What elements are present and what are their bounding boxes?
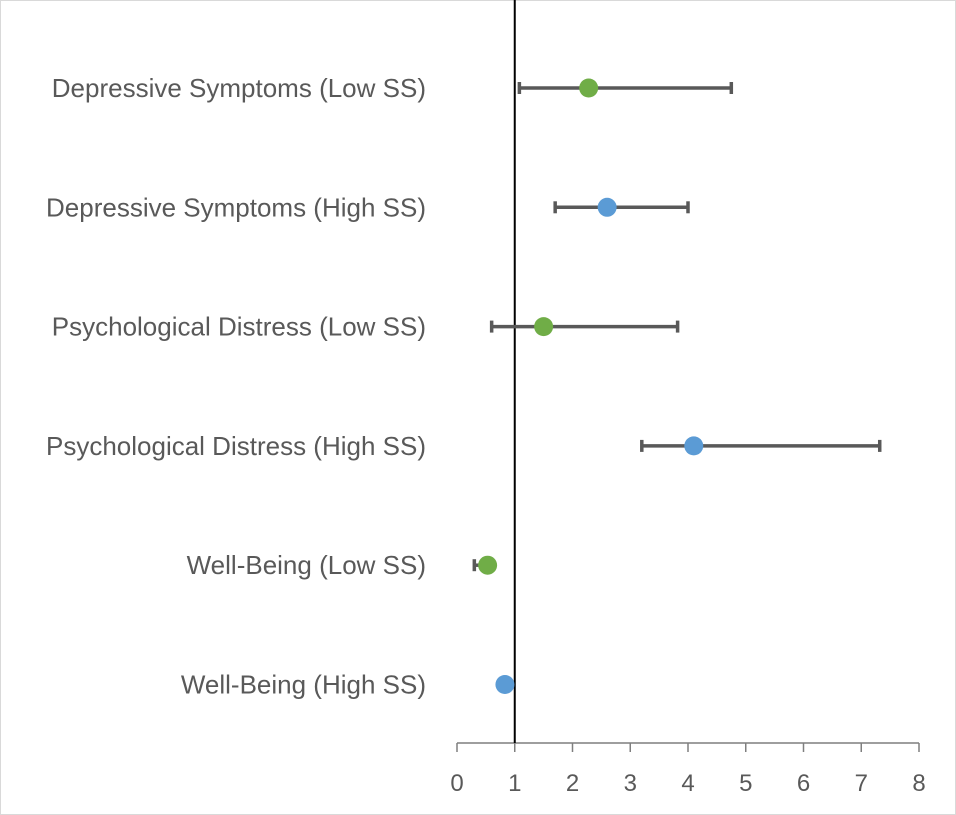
data-point xyxy=(579,78,599,98)
data-point xyxy=(495,675,515,694)
data-row xyxy=(517,78,734,98)
data-row xyxy=(495,675,515,694)
data-point xyxy=(597,197,617,217)
category-label: Depressive Symptoms (High SS) xyxy=(46,192,426,222)
category-labels: Depressive Symptoms (Low SS) Depressive S… xyxy=(46,73,426,700)
x-tick-label: 3 xyxy=(624,770,637,797)
data-row xyxy=(553,197,690,217)
data-point xyxy=(478,555,498,575)
data-row xyxy=(489,317,680,337)
data-point xyxy=(534,317,554,337)
x-tick-label: 8 xyxy=(912,770,925,797)
x-tick-label: 0 xyxy=(450,770,463,797)
series-group xyxy=(472,78,882,694)
category-label: Well-Being (Low SS) xyxy=(187,550,426,580)
x-tick-label: 4 xyxy=(681,770,694,797)
x-tick-label: 5 xyxy=(739,770,752,797)
x-tick-label: 1 xyxy=(508,770,521,797)
x-tick-label: 2 xyxy=(566,770,579,797)
data-row xyxy=(472,555,498,575)
category-label: Depressive Symptoms (Low SS) xyxy=(52,73,426,103)
category-label: Well-Being (High SS) xyxy=(181,670,426,700)
data-row xyxy=(640,436,882,456)
category-label: Psychological Distress (Low SS) xyxy=(52,312,426,342)
x-tick-label: 6 xyxy=(797,770,810,797)
x-axis: 0 1 2 3 4 5 6 7 8 xyxy=(450,742,926,797)
category-label: Psychological Distress (High SS) xyxy=(46,431,426,461)
x-tick-label: 7 xyxy=(855,770,868,797)
data-point xyxy=(684,436,704,456)
